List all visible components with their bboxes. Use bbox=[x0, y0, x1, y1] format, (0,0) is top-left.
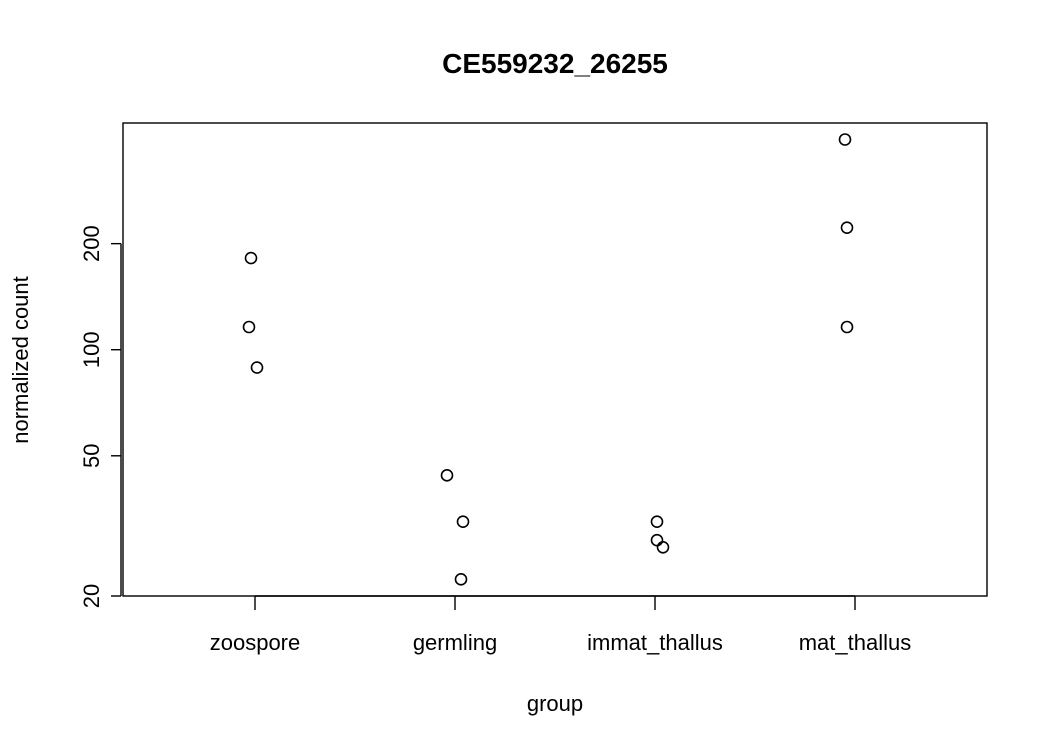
plot-frame bbox=[122, 122, 988, 597]
data-point bbox=[242, 320, 256, 334]
x-tick-label: mat_thallus bbox=[799, 630, 912, 655]
y-axis-label: normalized count bbox=[8, 276, 33, 444]
y-axis: 20 50 100 200 bbox=[79, 225, 122, 608]
chart-title: CE559232_26255 bbox=[442, 48, 668, 79]
data-point bbox=[840, 320, 854, 334]
y-tick-label: 20 bbox=[79, 584, 104, 608]
y-tick-label: 50 bbox=[79, 444, 104, 468]
data-points bbox=[242, 133, 854, 586]
data-point bbox=[244, 251, 258, 265]
x-tick-label: immat_thallus bbox=[587, 630, 723, 655]
data-point bbox=[456, 515, 470, 529]
data-point bbox=[250, 361, 264, 374]
data-point bbox=[454, 573, 468, 586]
x-tick-label: zoospore bbox=[210, 630, 301, 655]
y-tick-label: 200 bbox=[79, 225, 104, 262]
y-tick-label: 100 bbox=[79, 331, 104, 368]
data-point bbox=[650, 533, 664, 547]
data-point bbox=[838, 133, 852, 146]
data-point bbox=[650, 515, 664, 529]
x-axis: zoospore germling immat_thallus mat_thallus bbox=[210, 595, 912, 655]
data-point bbox=[656, 540, 670, 554]
data-point bbox=[840, 221, 854, 234]
x-axis-label: group bbox=[527, 691, 583, 716]
data-point bbox=[440, 469, 454, 482]
x-tick-label: germling bbox=[413, 630, 497, 655]
